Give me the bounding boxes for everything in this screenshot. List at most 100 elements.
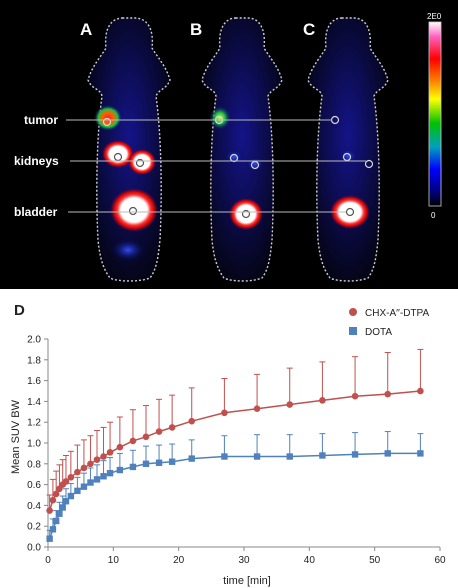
data-point: [74, 487, 81, 495]
y-tick-label: 0.6: [27, 480, 41, 491]
data-point: [116, 466, 124, 474]
series-0: [46, 348, 424, 514]
colorbar-min-label: 0: [431, 211, 436, 220]
y-tick-label: 1.8: [27, 355, 41, 366]
data-point: [46, 507, 53, 514]
series-line: [48, 390, 421, 511]
data-point: [319, 397, 326, 404]
roi-marker: [102, 117, 112, 127]
data-point: [286, 453, 293, 460]
chart-svg: D 0 10 20 30 40 50 60 0.0 0.2 0.4 0.6 0.8 1.0 1.2 1.4 1…: [10, 302, 446, 587]
data-point: [49, 496, 57, 504]
data-point: [59, 504, 66, 511]
data-point: [49, 526, 57, 533]
mouse-b-image: B: [190, 17, 283, 282]
colorbar-max-label: 2E0: [427, 12, 442, 21]
y-tick-label: 0.8: [27, 459, 41, 470]
panel-label-d: D: [14, 302, 25, 319]
panel-label-b: B: [190, 20, 202, 39]
data-point: [52, 490, 60, 498]
mouse-a-image: A: [80, 17, 171, 282]
y-axis-title: Mean SUV BW: [10, 399, 22, 474]
data-point: [106, 469, 114, 477]
data-point: [253, 453, 261, 460]
y-tick-label: 1.2: [27, 418, 41, 429]
x-tick-label: 60: [434, 555, 446, 566]
data-point: [384, 450, 391, 457]
data-point: [62, 478, 70, 485]
organ-label-bladder: bladder: [14, 205, 58, 219]
chart-series: [46, 348, 424, 542]
data-point: [67, 492, 75, 500]
colorbar: 2E0 0: [427, 12, 442, 220]
data-point: [142, 460, 150, 467]
data-point: [351, 392, 359, 400]
data-point: [74, 468, 81, 476]
x-tick-label: 10: [108, 555, 120, 566]
series-line: [48, 452, 421, 539]
pet-images-svg: A B C tumor kidneys bladder 2E0 0: [14, 12, 442, 282]
y-tick-label: 1.4: [27, 397, 41, 408]
data-point: [129, 463, 137, 471]
data-point: [253, 405, 261, 412]
data-point: [188, 417, 196, 425]
data-point: [80, 483, 88, 490]
data-point: [129, 437, 137, 445]
data-point: [80, 464, 88, 472]
x-tick-label: 50: [369, 555, 381, 566]
organ-label-kidneys: kidneys: [14, 154, 59, 168]
data-point: [67, 474, 75, 481]
data-point: [188, 455, 195, 462]
mouse-c-image: C: [303, 17, 389, 282]
data-point: [168, 458, 176, 465]
organ-label-tumor: tumor: [24, 113, 58, 127]
y-tick-label: 1.0: [27, 439, 41, 450]
legend-marker: [349, 308, 357, 316]
x-tick-label: 0: [45, 555, 51, 566]
data-point: [286, 401, 294, 408]
y-tick-label: 0.2: [27, 522, 41, 533]
data-point: [46, 535, 53, 542]
data-point: [52, 517, 60, 525]
y-tick-label: 1.6: [27, 376, 41, 387]
data-point: [417, 387, 424, 395]
x-tick-label: 30: [238, 555, 250, 566]
legend-label: CHX-A′′-DTPA: [365, 308, 429, 319]
y-tick-label: 0.0: [27, 543, 41, 554]
data-point: [221, 453, 228, 460]
roi-marker: [345, 207, 355, 217]
data-point: [100, 473, 107, 480]
data-point: [155, 459, 163, 466]
data-point: [93, 476, 101, 483]
data-point: [168, 424, 176, 431]
roi-marker: [135, 158, 145, 168]
x-axis-title: time [min]: [223, 575, 271, 587]
data-point: [106, 449, 114, 456]
data-point: [93, 456, 101, 463]
roi-marker: [241, 209, 251, 219]
roi-marker: [128, 206, 138, 216]
x-tick-label: 20: [173, 555, 185, 566]
data-point: [155, 428, 163, 435]
pet-images-panel: A B C tumor kidneys bladder 2E0 0: [0, 0, 458, 289]
legend-marker: [349, 327, 357, 335]
data-point: [116, 443, 124, 451]
panel-label-c: C: [303, 20, 315, 39]
legend-label: DOTA: [365, 327, 392, 338]
data-point: [62, 498, 70, 505]
data-point: [100, 453, 107, 460]
data-point: [87, 479, 94, 486]
series-1: [46, 431, 424, 542]
y-tick-label: 0.4: [27, 501, 41, 512]
y-tick-label: 2.0: [27, 335, 41, 346]
roi-marker: [364, 159, 374, 169]
data-point: [87, 460, 94, 468]
x-tick-label: 40: [304, 555, 316, 566]
data-point: [417, 450, 424, 457]
data-point: [221, 409, 228, 417]
data-point: [384, 390, 392, 398]
chart-legend: CHX-A′′-DTPA DOTA: [349, 308, 429, 338]
panel-label-a: A: [80, 20, 92, 39]
data-point: [142, 433, 150, 441]
data-point: [351, 451, 359, 458]
